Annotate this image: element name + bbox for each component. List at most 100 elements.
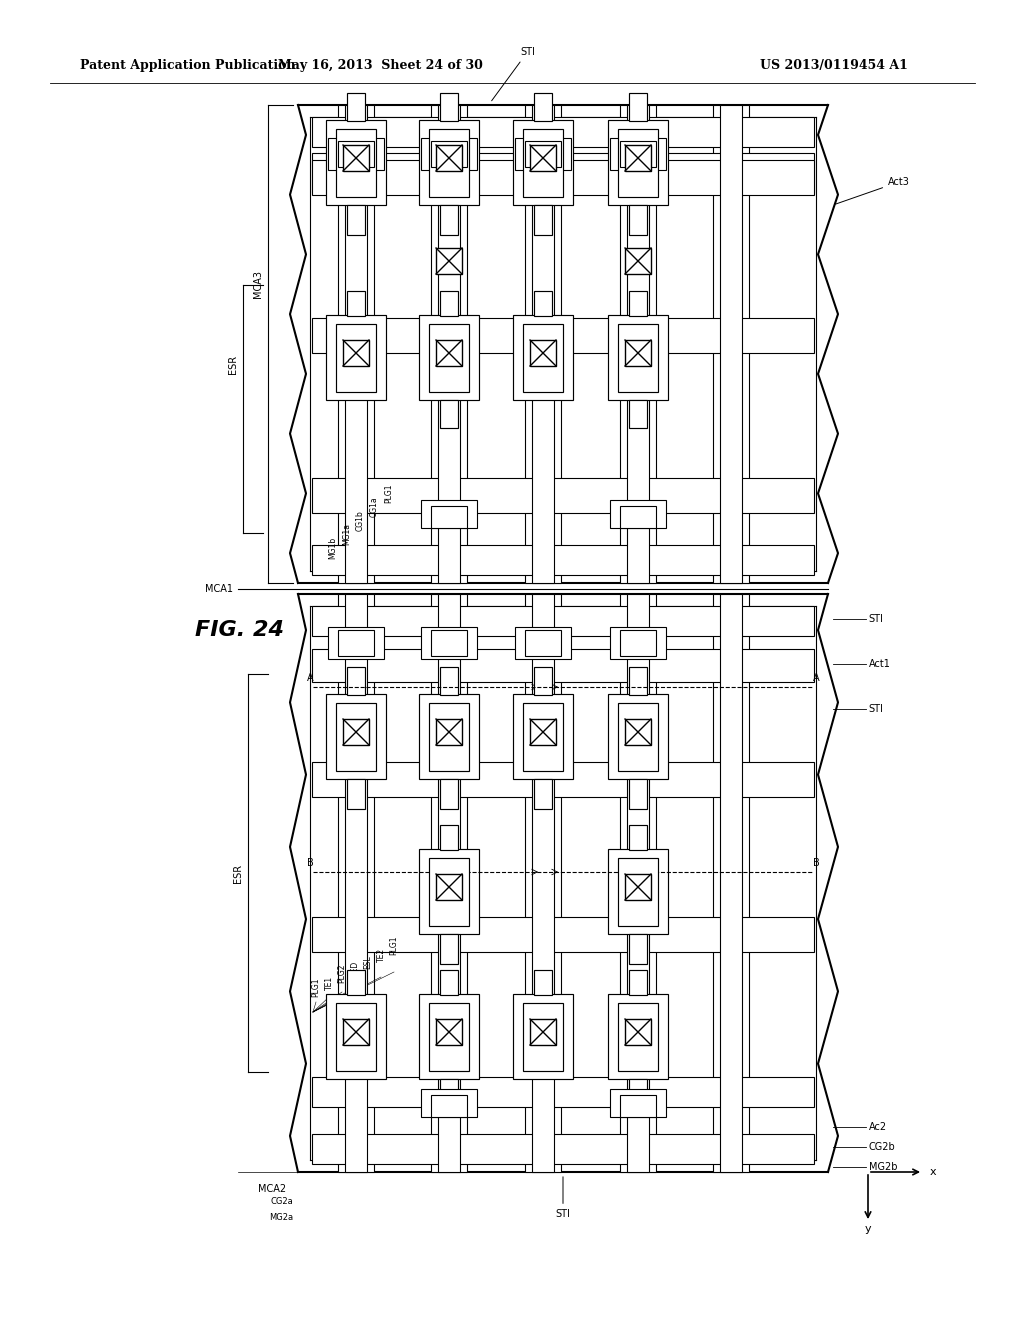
Text: MG1b: MG1b [328,537,337,558]
Text: x: x [930,1167,937,1177]
Bar [720,106,742,583]
Text: ESR: ESR [233,863,243,883]
Text: TE1: TE1 [325,975,334,990]
Bar [513,694,573,779]
Text: FIG. 24: FIG. 24 [195,620,284,640]
Bar [436,145,462,172]
Bar [421,627,477,659]
Bar [618,858,658,927]
Bar [620,630,656,656]
Text: MCA1: MCA1 [205,583,233,594]
Bar [312,478,814,513]
Text: A: A [813,673,819,682]
Text: CG2b: CG2b [868,1142,896,1152]
Text: MG1a: MG1a [342,523,351,545]
Bar [523,704,563,771]
Bar [629,935,647,964]
Bar [625,341,651,366]
Bar [312,545,814,576]
Bar [438,106,460,583]
Bar [440,92,458,121]
Bar [627,106,649,583]
Bar [525,594,561,1172]
Bar [431,141,467,168]
Bar [629,825,647,850]
Bar [720,594,742,1172]
Text: MCA2: MCA2 [258,1184,286,1195]
Bar [338,141,374,168]
Bar [431,630,467,656]
Bar [431,506,467,528]
Bar [336,1003,376,1071]
Bar [347,667,365,696]
Bar [421,500,477,528]
Text: May 16, 2013  Sheet 24 of 30: May 16, 2013 Sheet 24 of 30 [278,58,482,71]
Bar [610,500,666,528]
Text: CG1a: CG1a [370,496,379,517]
Bar [610,139,666,170]
Text: B: B [306,858,313,869]
Bar [523,129,563,197]
Text: Ac2: Ac2 [868,1122,887,1133]
Bar [610,1089,666,1117]
Bar [431,106,467,583]
Bar [336,704,376,771]
Bar [608,315,668,400]
Bar [532,594,554,1172]
Bar [618,1003,658,1071]
Bar [620,106,656,583]
Text: Act3: Act3 [836,177,910,205]
Text: MG2a: MG2a [269,1213,293,1221]
Bar [429,129,469,197]
Text: PLG1: PLG1 [311,978,321,997]
Bar [618,129,658,197]
Bar [525,141,561,168]
Bar [629,205,647,235]
Bar [326,694,386,779]
Bar [343,341,369,366]
Bar [440,400,458,428]
Bar [625,1019,651,1045]
Bar [338,106,374,583]
Bar [629,667,647,696]
Bar [431,594,467,1172]
Bar [713,594,749,1172]
Text: CG1b: CG1b [356,511,365,531]
Bar [343,145,369,172]
Text: PED: PED [350,961,359,975]
Bar [347,92,365,121]
Bar [620,141,656,168]
Bar [345,594,367,1172]
Bar [312,153,814,193]
Bar [312,318,814,352]
Bar [438,594,460,1172]
Bar [312,1134,814,1164]
Bar [312,606,814,636]
Bar [326,120,386,205]
Bar [625,874,651,900]
Bar [326,315,386,400]
Bar [312,1077,814,1107]
Bar [440,825,458,850]
Bar [343,1019,369,1045]
Bar [347,290,365,315]
Bar [608,120,668,205]
Bar [618,704,658,771]
Bar [347,970,365,995]
Text: ESR: ESR [228,355,238,374]
Bar [419,994,479,1078]
Text: MCA3: MCA3 [253,271,263,298]
Bar [523,323,563,392]
Bar [513,315,573,400]
Bar [436,248,462,275]
Bar [625,248,651,275]
Bar [421,139,477,170]
Bar [608,849,668,935]
Bar [440,205,458,235]
Bar [629,1078,647,1107]
Bar [312,649,814,682]
Bar [523,1003,563,1071]
Bar [326,994,386,1078]
Bar [436,1019,462,1045]
Bar [525,630,561,656]
